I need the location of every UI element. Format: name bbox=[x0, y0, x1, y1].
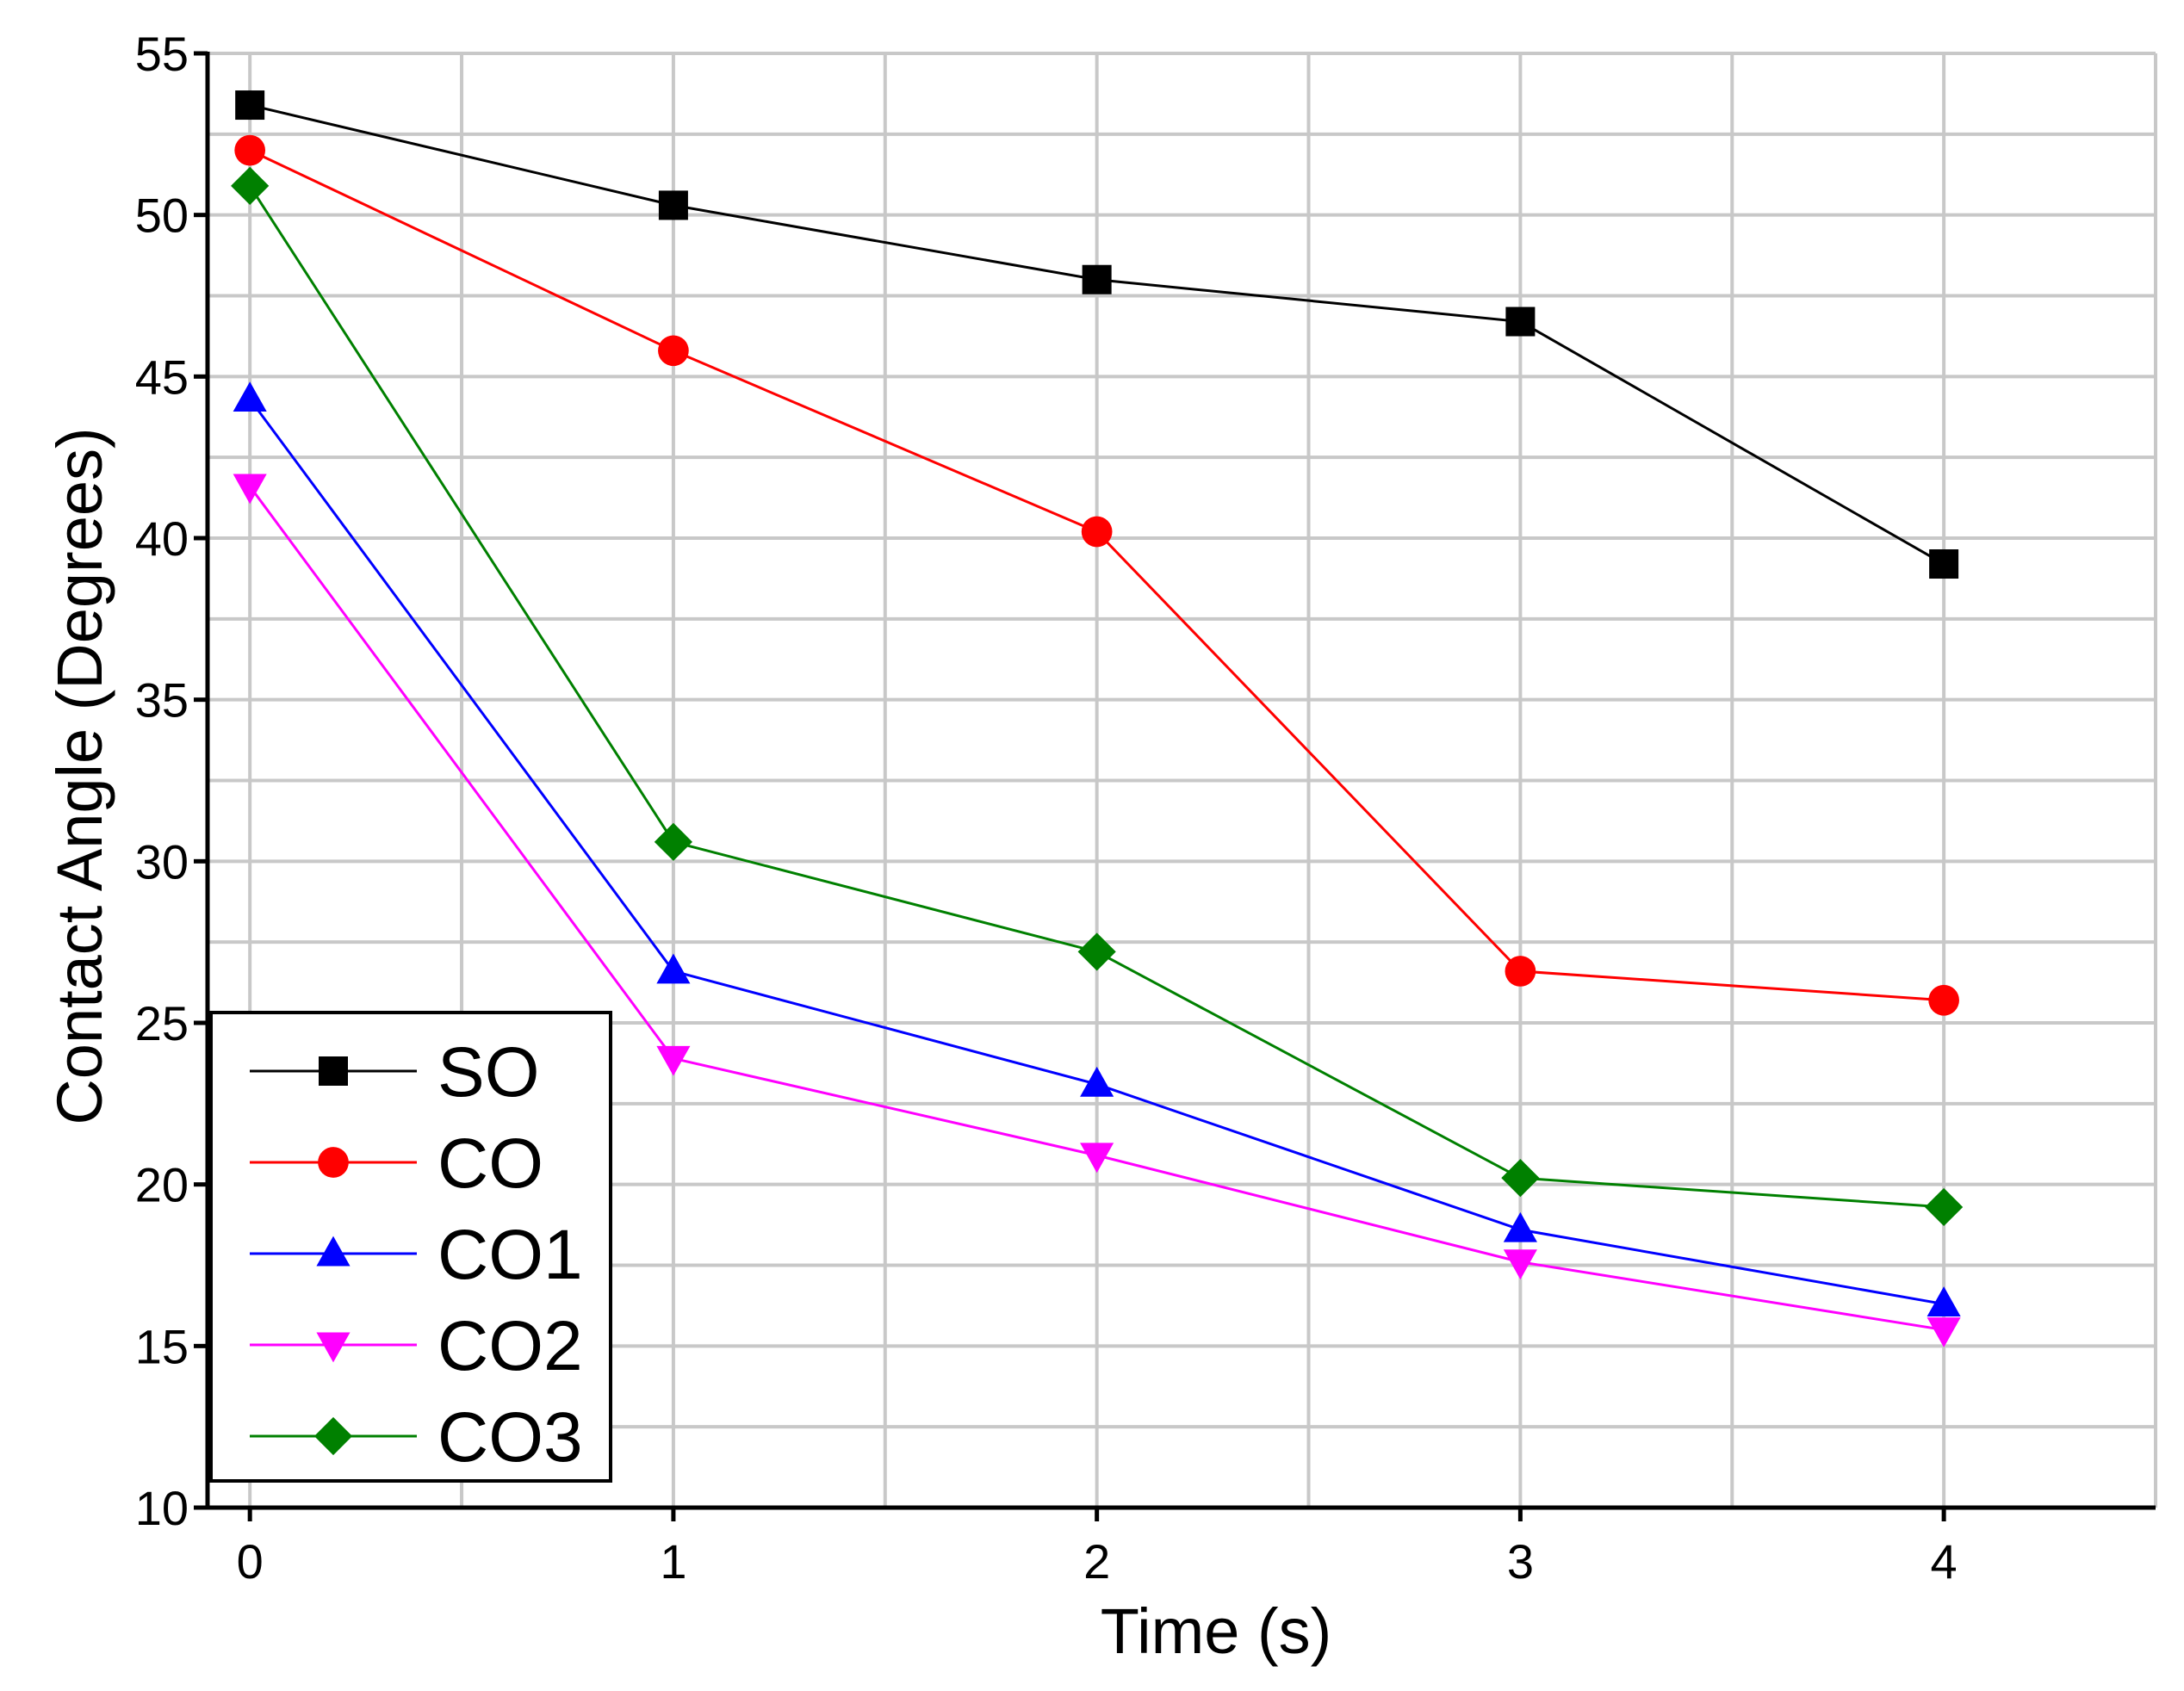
data-point-co bbox=[658, 335, 689, 367]
y-tick-label: 20 bbox=[135, 1158, 189, 1212]
series-co3 bbox=[231, 166, 1964, 1227]
legend-item-so: SO bbox=[250, 1033, 539, 1112]
data-point-co3 bbox=[1077, 932, 1116, 971]
data-point-co bbox=[1081, 516, 1113, 548]
data-point-co2 bbox=[1080, 1143, 1114, 1174]
legend-marker-co bbox=[318, 1147, 349, 1178]
y-tick-label: 10 bbox=[135, 1481, 189, 1535]
legend-label-co3: CO3 bbox=[437, 1398, 583, 1477]
legend-marker-co1 bbox=[316, 1236, 351, 1267]
data-point-so bbox=[235, 90, 265, 121]
legend-box bbox=[209, 1011, 612, 1483]
data-point-so bbox=[1505, 307, 1536, 337]
data-point-so bbox=[1082, 264, 1112, 294]
y-axis-title: Contact Angle (Degrees) bbox=[44, 427, 115, 1124]
legend-item-co: CO bbox=[250, 1124, 543, 1203]
legend-label-co2: CO2 bbox=[437, 1307, 583, 1385]
data-point-so bbox=[1929, 549, 1959, 579]
legend-marker-co2 bbox=[316, 1332, 351, 1363]
data-point-co1 bbox=[233, 381, 267, 412]
legend-item-co2: CO2 bbox=[250, 1307, 583, 1385]
axes bbox=[194, 51, 2156, 1521]
legend-label-co: CO bbox=[437, 1124, 543, 1203]
legend-item-co3: CO3 bbox=[250, 1398, 583, 1477]
legend-label-so: SO bbox=[437, 1033, 539, 1112]
y-tick-label: 40 bbox=[135, 511, 189, 566]
x-tick-label: 0 bbox=[237, 1534, 264, 1589]
y-tick-label: 55 bbox=[135, 27, 189, 81]
series-co2 bbox=[233, 474, 1961, 1347]
data-point-co2 bbox=[233, 474, 267, 505]
x-tick-label: 2 bbox=[1083, 1534, 1110, 1589]
data-point-co bbox=[234, 134, 266, 166]
y-tick-label: 30 bbox=[135, 834, 189, 889]
data-point-co2 bbox=[1503, 1249, 1537, 1280]
data-point-co2 bbox=[656, 1045, 691, 1076]
data-point-co3 bbox=[1925, 1187, 1964, 1227]
data-point-co1 bbox=[1927, 1286, 1961, 1316]
data-point-co bbox=[1928, 984, 1959, 1016]
legend-marker-so bbox=[319, 1056, 348, 1086]
x-tick-label: 3 bbox=[1507, 1534, 1534, 1589]
x-tick-label: 1 bbox=[660, 1534, 686, 1589]
data-point-co1 bbox=[1503, 1211, 1537, 1242]
data-point-co1 bbox=[656, 953, 691, 984]
series-co bbox=[234, 134, 1959, 1016]
data-point-co3 bbox=[1501, 1159, 1540, 1198]
legend: SO CO CO1 CO2 CO3 bbox=[209, 1011, 612, 1483]
data-point-co1 bbox=[1080, 1066, 1114, 1097]
tick-labels: 10 15 20 25 30 35 40 45 50 55 0 1 2 3 4 bbox=[135, 27, 1958, 1589]
y-tick-label: 50 bbox=[135, 189, 189, 243]
series-so bbox=[235, 90, 1959, 579]
y-tick-label: 15 bbox=[135, 1319, 189, 1373]
series-co1 bbox=[233, 381, 1961, 1316]
data-point-co2 bbox=[1927, 1317, 1961, 1347]
data-point-so bbox=[658, 190, 688, 220]
x-axis-title: Time (s) bbox=[1101, 1595, 1332, 1667]
x-tick-label: 4 bbox=[1931, 1534, 1958, 1589]
data-point-co3 bbox=[231, 166, 270, 205]
legend-marker-co3 bbox=[313, 1416, 353, 1456]
y-tick-label: 25 bbox=[135, 996, 189, 1050]
y-tick-label: 45 bbox=[135, 350, 189, 404]
y-tick-label: 35 bbox=[135, 673, 189, 728]
legend-item-co1: CO1 bbox=[250, 1216, 583, 1294]
data-point-co bbox=[1505, 956, 1536, 987]
data-point-co3 bbox=[654, 822, 693, 861]
series-layer bbox=[231, 90, 1964, 1347]
legend-label-co1: CO1 bbox=[437, 1216, 583, 1294]
